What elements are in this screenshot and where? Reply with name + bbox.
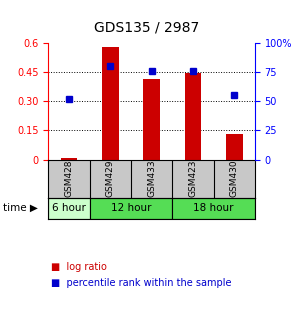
Text: 6 hour: 6 hour <box>52 203 86 214</box>
Bar <box>185 73 201 160</box>
Bar <box>102 47 119 160</box>
Bar <box>226 134 243 160</box>
Bar <box>143 78 160 160</box>
Text: GSM430: GSM430 <box>230 160 239 198</box>
Text: ■  log ratio: ■ log ratio <box>51 262 107 271</box>
Bar <box>172 198 255 219</box>
Text: GSM428: GSM428 <box>64 160 74 198</box>
Text: 12 hour: 12 hour <box>111 203 151 214</box>
Bar <box>90 198 172 219</box>
Text: GSM429: GSM429 <box>106 160 115 198</box>
Text: 18 hour: 18 hour <box>193 203 234 214</box>
Text: GDS135 / 2987: GDS135 / 2987 <box>94 20 199 34</box>
Text: GSM433: GSM433 <box>147 160 156 198</box>
Text: time ▶: time ▶ <box>3 203 38 213</box>
Text: GSM423: GSM423 <box>188 160 197 198</box>
Bar <box>61 158 77 160</box>
Bar <box>48 198 90 219</box>
Text: ■  percentile rank within the sample: ■ percentile rank within the sample <box>51 278 232 288</box>
